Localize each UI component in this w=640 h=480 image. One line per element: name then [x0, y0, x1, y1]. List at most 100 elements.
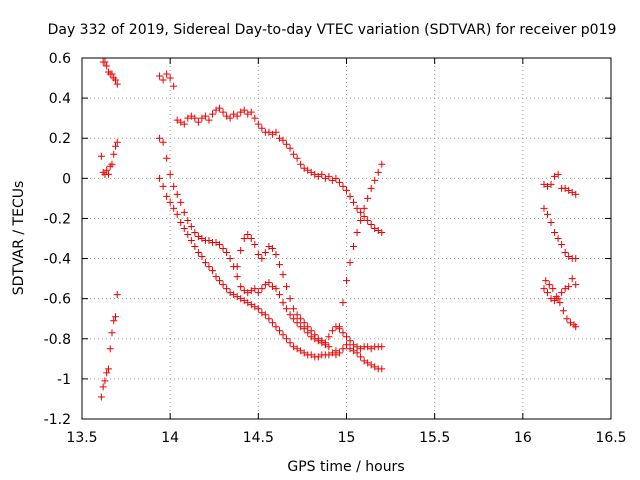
y-tick-label: 0.4 — [49, 91, 71, 107]
data-point — [343, 333, 350, 341]
data-point — [357, 345, 365, 353]
data-point — [364, 216, 372, 224]
data-point — [335, 349, 343, 357]
data-point — [544, 210, 552, 218]
data-point — [223, 112, 231, 120]
data-point — [286, 339, 294, 347]
y-tick-label: -0.2 — [44, 211, 71, 227]
data-point — [247, 301, 255, 309]
data-point — [374, 168, 382, 176]
x-tick-label: 15.5 — [419, 430, 450, 446]
data-point — [551, 172, 559, 180]
data-point — [290, 150, 298, 158]
data-point — [346, 345, 354, 353]
data-point — [357, 208, 365, 216]
data-point — [279, 271, 287, 279]
series-descending-lower — [156, 174, 386, 373]
data-point — [156, 174, 164, 182]
data-point — [279, 331, 287, 339]
data-point — [563, 315, 571, 323]
data-point — [545, 281, 553, 289]
data-point — [101, 377, 109, 385]
data-point — [364, 194, 372, 202]
series-left-low — [97, 291, 121, 401]
data-point — [572, 281, 580, 289]
data-point — [350, 198, 358, 206]
data-point — [159, 76, 167, 84]
x-tick-label: 16.5 — [595, 430, 626, 446]
data-point — [549, 285, 557, 293]
data-point — [108, 70, 116, 78]
data-point — [159, 138, 167, 146]
data-point — [554, 170, 562, 178]
data-point — [364, 359, 372, 367]
data-point — [378, 160, 386, 168]
data-point — [194, 249, 202, 257]
data-point — [170, 182, 178, 190]
data-point — [251, 303, 259, 311]
data-point — [180, 224, 188, 232]
data-point — [300, 164, 308, 172]
data-point — [240, 287, 248, 295]
data-point — [547, 180, 555, 188]
data-point — [191, 243, 199, 251]
y-tick-label: 0.2 — [49, 131, 71, 147]
data-point — [237, 247, 245, 255]
data-point — [219, 281, 227, 289]
data-point — [247, 287, 255, 295]
data-point — [170, 82, 178, 90]
data-point — [226, 114, 234, 122]
data-point — [297, 347, 305, 355]
data-point — [350, 347, 358, 355]
chart-title: Day 332 of 2019, Sidereal Day-to-day VTE… — [48, 22, 617, 38]
data-point — [551, 228, 559, 236]
data-point — [226, 255, 234, 263]
data-point — [297, 315, 305, 323]
x-tick-label: 16 — [514, 430, 532, 446]
data-point — [357, 353, 365, 361]
data-point — [251, 241, 259, 249]
data-point — [293, 345, 301, 353]
data-point — [293, 319, 301, 327]
data-point — [208, 110, 216, 118]
data-point — [290, 315, 298, 323]
data-point — [247, 235, 255, 242]
data-point — [572, 323, 580, 331]
data-point — [265, 243, 273, 251]
data-point — [261, 281, 269, 289]
data-point — [233, 112, 241, 120]
data-point — [566, 319, 574, 327]
data-point — [184, 114, 192, 122]
data-point — [544, 182, 552, 190]
data-point — [177, 198, 185, 206]
data-point — [97, 393, 105, 401]
data-point — [300, 325, 308, 333]
data-point — [565, 253, 573, 261]
y-axis-label: SDTVAR / TECUs — [11, 181, 27, 296]
data-point — [258, 309, 266, 317]
data-point — [272, 128, 280, 136]
data-point — [300, 319, 308, 327]
data-point — [237, 283, 245, 291]
data-point — [103, 166, 111, 174]
data-point — [272, 323, 280, 331]
data-point — [332, 351, 340, 359]
data-point — [552, 293, 560, 301]
data-point — [283, 305, 291, 313]
data-point — [244, 289, 252, 297]
data-point — [332, 323, 340, 331]
data-point — [268, 283, 276, 291]
data-point — [540, 180, 548, 188]
data-point — [103, 369, 111, 377]
data-point — [230, 110, 238, 118]
data-point — [275, 291, 283, 299]
data-point — [367, 345, 375, 353]
y-tick-label: -0.6 — [44, 292, 71, 308]
x-tick-label: 15 — [338, 430, 356, 446]
data-point — [325, 172, 333, 180]
data-point — [226, 289, 234, 297]
data-point — [568, 188, 576, 196]
data-point — [219, 108, 227, 116]
plot-frame — [81, 57, 612, 420]
data-point — [170, 204, 178, 212]
